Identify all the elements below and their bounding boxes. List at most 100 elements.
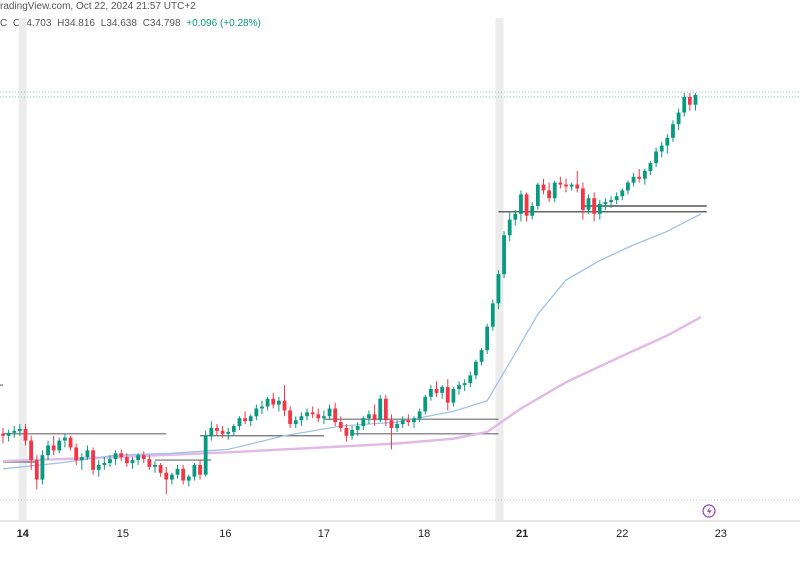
candle [198, 460, 202, 480]
candle-body [254, 408, 259, 417]
candle [614, 192, 619, 205]
candle-body [46, 445, 50, 456]
candle-body [124, 457, 129, 464]
candle-body [428, 389, 433, 397]
candle-body [580, 188, 585, 210]
candle-body [34, 460, 39, 480]
candle [164, 466, 169, 495]
ma-slow-line [2, 315, 702, 463]
candle-body [299, 416, 304, 421]
candle [96, 460, 101, 477]
candle-body [626, 182, 630, 191]
candle-body [293, 420, 298, 425]
candle-body [389, 420, 394, 428]
candle-body [63, 437, 67, 441]
candle-body [372, 414, 377, 421]
candle-body [575, 184, 580, 189]
candle [293, 416, 298, 428]
candle-body [541, 184, 546, 191]
candle [648, 161, 653, 175]
candle [513, 209, 518, 226]
candle [457, 381, 461, 395]
candle [113, 450, 118, 465]
candle [203, 430, 208, 477]
candle-body [85, 450, 90, 458]
candle-body [671, 124, 675, 138]
weekend-separator-0 [18, 18, 27, 520]
candles [1, 93, 698, 495]
candle [6, 429, 11, 442]
candle [158, 463, 163, 477]
candle [507, 211, 512, 242]
candle [333, 402, 338, 427]
candle [310, 406, 315, 419]
candle [395, 420, 399, 432]
candle-body [102, 463, 107, 465]
candle-body [412, 418, 416, 423]
candle [434, 381, 439, 397]
candle-body [519, 194, 523, 214]
candle [265, 396, 270, 411]
candle-body [209, 427, 214, 436]
candle [541, 178, 546, 195]
candle-body [192, 464, 197, 477]
candle [220, 426, 225, 438]
candle-body [29, 440, 34, 461]
time-tick-label: 14 [17, 528, 30, 540]
candle [74, 443, 79, 465]
horizontal-levels [0, 91, 800, 501]
candle-body [220, 430, 225, 434]
candle-body [96, 464, 101, 470]
candle [575, 170, 580, 193]
candle-body [333, 408, 338, 423]
candle [659, 141, 664, 158]
candle-body [68, 437, 73, 448]
candle [57, 437, 62, 454]
candle-body [203, 435, 208, 475]
candle-body [153, 464, 157, 467]
candle [626, 180, 630, 195]
candle [417, 408, 422, 423]
candle-body [417, 411, 422, 419]
candle [496, 270, 501, 310]
candle [671, 120, 675, 142]
candle-body [474, 361, 478, 376]
candle [474, 359, 478, 380]
candle-body [355, 426, 360, 430]
candle [490, 299, 495, 331]
candle [389, 414, 394, 450]
candle [327, 404, 332, 421]
chart-source-label: radingView.com, Oct 22, 2024 21:57 UTC+2 [0, 1, 196, 12]
candle [136, 453, 141, 465]
candle-body [327, 408, 332, 417]
candle [462, 379, 467, 391]
time-tick-label: 18 [418, 528, 430, 540]
candle-body [378, 398, 383, 421]
candle-body [12, 430, 17, 433]
open-value: O34.703 [13, 18, 52, 29]
candle-body [535, 184, 540, 206]
time-tick-label: 16 [219, 528, 231, 540]
candle [350, 426, 354, 440]
candle [400, 416, 405, 428]
candle [687, 93, 692, 111]
time-axis: 14 15 16 17 18 21 22 23 [17, 528, 727, 540]
candle-body [614, 196, 619, 201]
candle [288, 406, 293, 428]
candle-body [564, 184, 568, 187]
candle [1, 427, 5, 444]
candle [479, 348, 484, 366]
candle-body [186, 476, 191, 481]
candle [535, 182, 540, 210]
high-value: H34.816 [57, 18, 95, 29]
candle-body [6, 432, 11, 436]
candle [260, 400, 264, 415]
candle [592, 192, 597, 222]
candle [141, 451, 146, 464]
candle-body [147, 459, 152, 467]
candle-body [637, 176, 642, 179]
candle-body [57, 440, 62, 451]
candle-body [507, 219, 512, 236]
candle [344, 424, 349, 442]
